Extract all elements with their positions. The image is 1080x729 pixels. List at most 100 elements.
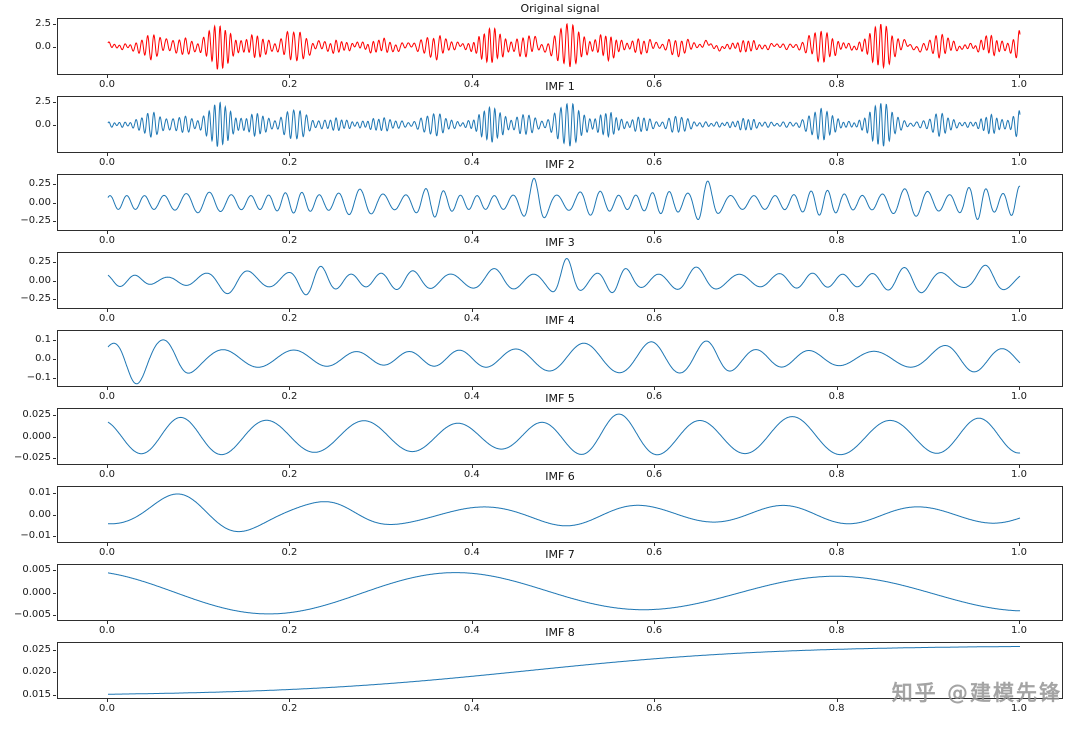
x-tick-label: 0.0 [99,313,115,324]
x-tick-mark [289,699,291,702]
x-tick-mark [107,387,108,390]
watermark: 知乎 @建模先锋 [891,681,1062,705]
y-tick-label: 0.0 [35,352,51,364]
y-tick-label: 2.5 [35,96,51,108]
x-tick-mark [107,153,108,156]
plot-area [57,408,1063,465]
x-tick-label: 0.4 [463,235,480,246]
x-tick-mark [654,387,656,390]
x-tick-mark [836,621,838,624]
subplot-title: IMF 3 [545,236,575,249]
x-tick-mark [289,621,291,624]
x-tick-mark [1019,309,1020,312]
signal-line [107,339,1021,385]
subplot-imf-8: IMF 8 0.025 0.020 0.015 0.0 0.2 0.4 0.6 0.8 1.0 [0,624,1080,714]
x-tick-mark [289,465,291,468]
x-tick-mark [654,231,656,234]
x-tick-label: 0.8 [828,547,845,558]
x-tick-label: 0.0 [99,625,115,636]
x-tick-mark [107,465,108,468]
y-tick-label: 0.020 [22,666,51,678]
y-tick-mark [53,615,56,617]
y-tick-label: 0.025 [22,408,51,420]
y-tick-mark [53,436,56,438]
x-tick-label: 0.0 [99,235,115,246]
x-tick-mark [107,543,108,546]
signal-line [107,413,1021,456]
x-tick-mark [471,231,473,234]
subplot-title: IMF 6 [545,470,575,483]
y-tick-label: −0.25 [20,293,51,305]
x-tick-mark [471,699,473,702]
x-tick-label: 0.2 [281,157,298,168]
y-tick-mark [53,458,56,460]
y-tick-mark [53,299,56,301]
subplot-imf-7: IMF 7 0.005 0.000 −0.005 0.0 0.2 0.4 0.6 0.8 1.0 [0,546,1080,636]
y-tick-label: 0.015 [22,688,51,700]
x-tick-mark [107,231,108,234]
y-tick-mark [53,102,56,104]
x-tick-label: 0.8 [828,235,845,246]
plot-area [57,564,1063,621]
subplot-title: IMF 2 [545,158,575,171]
x-tick-label: 0.8 [828,703,845,714]
subplot-title: IMF 1 [545,80,575,93]
x-tick-mark [471,387,473,390]
y-tick-label: 2.5 [35,18,51,30]
x-tick-mark [654,621,656,624]
x-tick-label: 0.6 [646,469,663,480]
y-tick-label: −0.01 [20,529,51,541]
subplot-imf-2: IMF 2 0.25 0.00 −0.25 0.0 0.2 0.4 0.6 0.8 1.0 [0,156,1080,246]
x-tick-mark [1019,387,1020,390]
y-tick-mark [53,650,56,652]
y-tick-label: −0.1 [26,371,51,383]
signal-line [108,572,1021,615]
signal-line [107,101,1021,147]
x-tick-mark [471,465,473,468]
subplot-imf-1: IMF 1 2.5 0.0 0.0 0.2 0.4 0.6 0.8 1.0 [0,78,1080,168]
subplot-title: IMF 8 [545,626,575,639]
y-tick-label: −0.25 [20,215,51,227]
x-tick-label: 0.4 [463,625,480,636]
x-tick-label: 0.4 [463,703,480,714]
x-tick-label: 0.8 [828,79,845,90]
signal-line [108,493,1021,533]
y-tick-label: 0.25 [28,177,51,189]
x-tick-label: 0.6 [646,703,663,714]
y-tick-mark [53,221,56,223]
subplot-imf-4: IMF 4 0.1 0.0 −0.1 0.0 0.2 0.4 0.6 0.8 1.0 [0,312,1080,402]
x-tick-label: 0.6 [646,157,663,168]
y-tick-label: 0.005 [22,563,51,575]
x-tick-mark [1019,231,1020,234]
subplot-title: IMF 7 [545,548,575,561]
x-tick-mark [289,75,291,78]
x-tick-label: 0.8 [828,313,845,324]
x-tick-mark [836,309,838,312]
x-tick-label: 0.6 [646,235,663,246]
plot-area [57,330,1063,387]
y-tick-mark [53,672,56,674]
signal-line [107,257,1021,296]
x-tick-label: 1.0 [1011,235,1027,246]
x-tick-label: 0.0 [99,703,115,714]
plot-area [57,18,1063,75]
x-tick-label: 0.2 [281,313,298,324]
x-tick-mark [289,231,291,234]
y-tick-label: 0.0 [35,40,51,52]
x-tick-mark [1019,75,1020,78]
x-tick-label: 0.4 [463,469,480,480]
y-tick-mark [53,569,56,571]
x-tick-label: 0.8 [828,157,845,168]
x-tick-label: 0.4 [463,547,480,558]
x-tick-mark [471,153,473,156]
x-tick-label: 0.2 [281,391,298,402]
y-tick-label: 0.0 [35,118,51,130]
x-tick-label: 0.6 [646,79,663,90]
subplot-imf-5: IMF 5 0.025 0.000 −0.025 0.0 0.2 0.4 0.6 0.8 1.0 [0,390,1080,480]
x-tick-mark [654,543,656,546]
x-tick-label: 1.0 [1011,469,1027,480]
x-tick-mark [471,621,473,624]
y-tick-label: −0.005 [13,609,51,621]
x-tick-label: 0.0 [99,391,115,402]
x-tick-mark [654,465,656,468]
